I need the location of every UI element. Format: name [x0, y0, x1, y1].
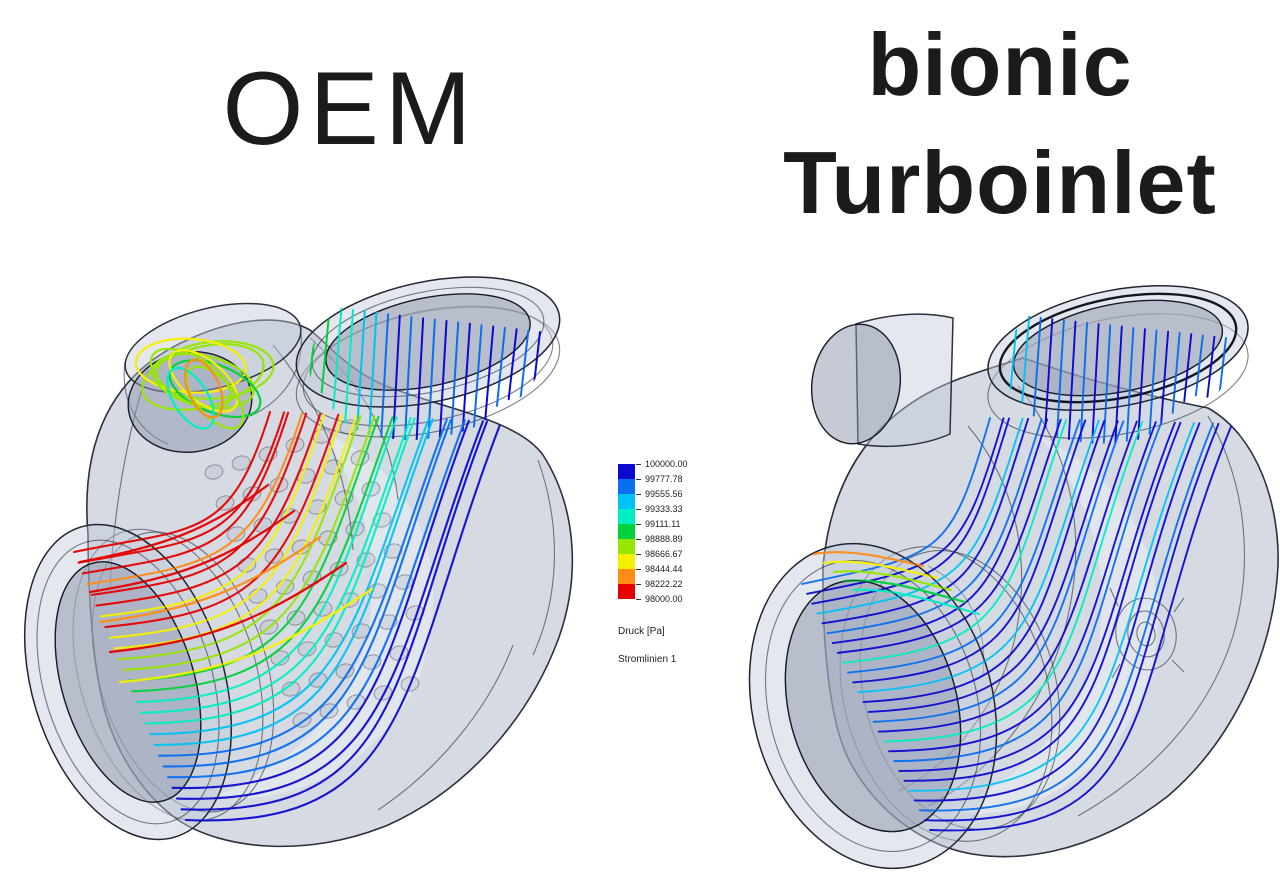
bionic-cfd-figure [738, 266, 1280, 870]
oem-outlet-rim [24, 524, 232, 840]
oem-streamlines [72, 410, 503, 822]
legend-tick-mark [636, 599, 641, 600]
legend-tick-mark [636, 479, 641, 480]
oem-title: OEM [222, 51, 478, 167]
legend-tick-mark [636, 464, 641, 465]
bionic-wireframe-edge [1017, 385, 1077, 617]
bionic-title: bionic Turboinlet [720, 6, 1280, 242]
bionic-cfd-svg [748, 284, 1279, 870]
oem-wireframe-edge [377, 644, 514, 811]
bionic-title-line2: Turboinlet [783, 133, 1217, 232]
legend-tick-mark [636, 554, 641, 555]
oem-cfd-figure [18, 250, 602, 864]
legend-color-bar [618, 464, 635, 599]
legend-color-band [618, 539, 635, 554]
legend-tick-value: 98666.67 [645, 549, 683, 559]
bionic-inlet [987, 284, 1249, 439]
legend-tick-value: 98000.00 [645, 594, 683, 604]
legend-color-band [618, 584, 635, 599]
legend-tick-mark [636, 584, 641, 585]
legend-tick-mark [636, 509, 641, 510]
legend-tick-value: 99333.33 [645, 504, 683, 514]
legend-color-band [618, 464, 635, 479]
legend-tick-value: 99111.11 [645, 519, 681, 529]
bionic-title-line1: bionic [867, 15, 1133, 114]
legend-tick-mark [636, 524, 641, 525]
legend-color-band [618, 569, 635, 584]
legend-color-band [618, 479, 635, 494]
bionic-wireframe-edge [927, 615, 1069, 807]
oem-wireframe-edge [532, 459, 555, 656]
legend-tick-mark [636, 569, 641, 570]
bionic-outlet-rim [748, 543, 998, 869]
oem-body-highlight [218, 430, 434, 799]
legend-tick-value: 99555.56 [645, 489, 683, 499]
oem-cfd-svg [23, 276, 574, 848]
legend-tick-value: 100000.00 [645, 459, 688, 469]
bionic-side-port [810, 313, 954, 448]
legend-tick-value: 98222.22 [645, 579, 683, 589]
bionic-streamlines [801, 417, 1233, 832]
legend-tick-value: 99777.78 [645, 474, 683, 484]
oem-recirculation-swirl [134, 337, 275, 430]
legend-quantity-label: Druck [Pa] [618, 626, 665, 637]
pressure-legend: 100000.00 99777.78 99555.56 99333.33 99111.1… [618, 456, 728, 686]
legend-tick-value: 98444.44 [645, 564, 683, 574]
legend-color-band [618, 494, 635, 509]
legend-tick-mark [636, 494, 641, 495]
bionic-outlet-rim-inner [784, 579, 962, 833]
bionic-outlet [748, 542, 998, 870]
legend-color-band [618, 509, 635, 524]
oem-inlet-rim [295, 276, 561, 408]
oem-wireframe-edge [272, 344, 354, 551]
legend-tick-value: 98888.89 [645, 534, 683, 544]
legend-series-label: Stromlinien 1 [618, 654, 677, 665]
legend-color-band [618, 554, 635, 569]
bionic-inlet-rim [987, 285, 1249, 411]
oem-outlet-rim-inner [54, 561, 202, 803]
legend-color-band [618, 524, 635, 539]
bionic-wireframe-edge [1207, 415, 1245, 637]
legend-tick-mark [636, 539, 641, 540]
bionic-wireframe-edge [1077, 635, 1234, 817]
